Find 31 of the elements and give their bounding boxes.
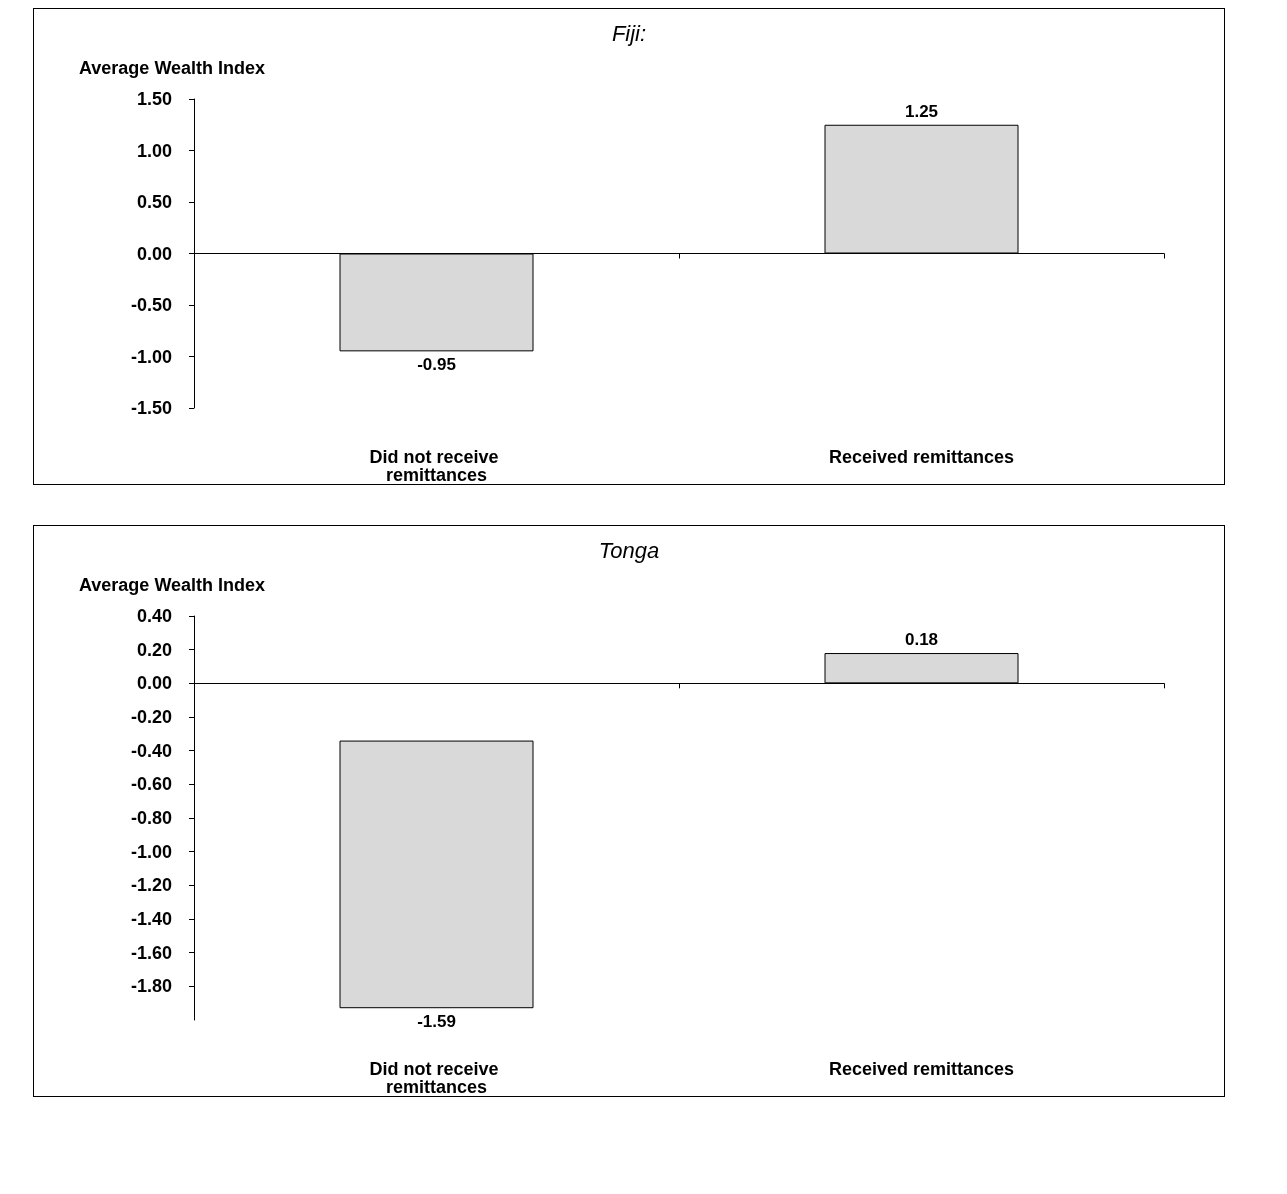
y-tick-label: -0.40 bbox=[130, 740, 172, 761]
data-label: 1.25 bbox=[904, 101, 939, 121]
y-tick-label: -0.80 bbox=[130, 808, 172, 828]
y-tick-label: -1.20 bbox=[130, 875, 172, 896]
chart-title: Fiji: bbox=[611, 20, 647, 46]
y-tick-label: -0.50 bbox=[130, 295, 172, 315]
x-tick-label: Did not receive remittances bbox=[369, 447, 504, 485]
x-tick-label: Received remittances bbox=[828, 447, 1015, 467]
data-label: -0.95 bbox=[417, 355, 456, 375]
y-tick-label: -1.50 bbox=[130, 398, 172, 418]
y-tick-label: -0.20 bbox=[130, 707, 172, 727]
y-tick-label: 0.50 bbox=[136, 192, 172, 212]
y-tick-label: -0.60 bbox=[130, 774, 172, 795]
y-tick-label: 0.00 bbox=[136, 243, 172, 264]
x-tick-label: Received remittances bbox=[828, 1059, 1015, 1079]
y-tick-label: -1.00 bbox=[130, 346, 172, 367]
y-tick-label: -1.60 bbox=[130, 942, 172, 963]
y-tick-label: -1.00 bbox=[130, 841, 172, 862]
y-tick-label: -1.80 bbox=[130, 976, 172, 997]
y-tick-label: 0.20 bbox=[136, 639, 172, 660]
data-label: 0.18 bbox=[904, 630, 939, 650]
chart-title: Tonga bbox=[598, 537, 660, 563]
data-label: -1.59 bbox=[417, 1012, 456, 1032]
y-tick-label: 1.00 bbox=[136, 140, 172, 161]
y-axis-title: Average Wealth Index bbox=[79, 58, 266, 78]
y-tick-label: 0.00 bbox=[136, 673, 172, 694]
y-axis-title: Average Wealth Index bbox=[79, 575, 266, 595]
y-tick-label: 0.40 bbox=[136, 606, 172, 626]
y-tick-label: -1.40 bbox=[130, 909, 172, 929]
x-tick-label: Did not receive remittances bbox=[369, 1059, 504, 1097]
y-tick-label: 1.50 bbox=[136, 89, 172, 109]
